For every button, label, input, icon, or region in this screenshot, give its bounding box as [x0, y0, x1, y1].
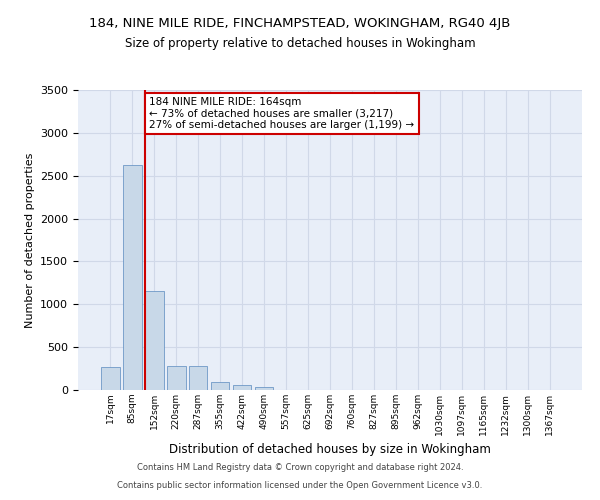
- Text: Size of property relative to detached houses in Wokingham: Size of property relative to detached ho…: [125, 38, 475, 51]
- Bar: [145, 292, 164, 390]
- X-axis label: Distribution of detached houses by size in Wokingham: Distribution of detached houses by size …: [169, 443, 491, 456]
- Text: Contains HM Land Registry data © Crown copyright and database right 2024.: Contains HM Land Registry data © Crown c…: [137, 464, 463, 472]
- Bar: [123, 164, 142, 390]
- Bar: [167, 366, 185, 390]
- Text: 184 NINE MILE RIDE: 164sqm
← 73% of detached houses are smaller (3,217)
27% of s: 184 NINE MILE RIDE: 164sqm ← 73% of deta…: [149, 97, 415, 130]
- Y-axis label: Number of detached properties: Number of detached properties: [25, 152, 35, 328]
- Text: 184, NINE MILE RIDE, FINCHAMPSTEAD, WOKINGHAM, RG40 4JB: 184, NINE MILE RIDE, FINCHAMPSTEAD, WOKI…: [89, 18, 511, 30]
- Bar: [189, 366, 208, 390]
- Bar: [211, 382, 229, 390]
- Bar: [255, 387, 274, 390]
- Bar: [101, 367, 119, 390]
- Bar: [233, 385, 251, 390]
- Text: Contains public sector information licensed under the Open Government Licence v3: Contains public sector information licen…: [118, 481, 482, 490]
